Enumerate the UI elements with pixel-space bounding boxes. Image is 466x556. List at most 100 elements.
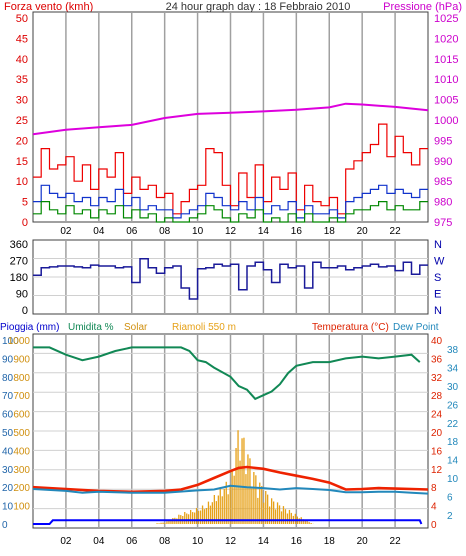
rain-tick-label: 0 [2, 520, 8, 531]
compass-tick-label: W [434, 256, 445, 268]
direction-tick-label: 180 [10, 272, 28, 284]
solar-bar [271, 498, 273, 524]
wind-axis-title: Forza vento (kmh) [4, 1, 93, 13]
pressure-tick-label: 1000 [434, 115, 458, 127]
solar-tick-label: 700 [13, 391, 30, 402]
rain-tick-label: 80 [2, 373, 14, 384]
series-humidity [33, 346, 421, 401]
temp-tick-label: 40 [431, 336, 443, 347]
dew-tick-label: 2 [447, 511, 453, 522]
temp-tick-label: 0 [431, 520, 437, 531]
wind-tick-label: 0 [22, 217, 28, 229]
solar-bar [302, 519, 304, 524]
direction-tick-label: 360 [10, 239, 28, 251]
temp-tick-label: 8 [431, 483, 437, 494]
rain-tick-label: 10 [2, 502, 14, 513]
solar-bar [237, 430, 239, 524]
x-tick-label: 12 [225, 536, 237, 547]
dew-tick-label: 38 [447, 345, 459, 356]
solar-bar [284, 509, 287, 524]
solar-bar [168, 520, 170, 524]
series-temperature [32, 465, 429, 494]
pressure-tick-label: 995 [434, 135, 452, 147]
solar-tick-label: 1000 [8, 336, 31, 347]
solar-bar [265, 491, 267, 524]
solar-tick-label: 500 [13, 428, 30, 439]
solar-bar [190, 510, 192, 524]
solar-bar [164, 522, 166, 524]
x-tick-label: 16 [291, 226, 303, 237]
pressure-tick-label: 990 [434, 156, 452, 168]
solar-bar [255, 475, 257, 524]
rain-tick-label: 50 [2, 428, 14, 439]
dew-tick-label: 30 [447, 382, 459, 393]
solar-bar [310, 523, 312, 524]
series-pressure [32, 102, 429, 136]
temp-tick-label: 4 [431, 502, 437, 513]
pressure-tick-label: 1005 [434, 95, 458, 107]
x-tick-label: 08 [159, 226, 171, 237]
temp-tick-label: 24 [431, 410, 443, 421]
x-tick-label: 12 [225, 226, 237, 237]
rain-tick-label: 60 [2, 410, 14, 421]
compass-tick-label: S [434, 272, 441, 284]
solar-bar [160, 522, 162, 524]
solar-tick-label: 300 [13, 465, 30, 476]
solar-bar [162, 522, 164, 524]
dew-tick-label: 26 [447, 400, 459, 411]
solar-bar [227, 494, 229, 524]
x-tick-label: 18 [324, 536, 336, 547]
temp-tick-label: 12 [431, 465, 443, 476]
temp-tick-label: 32 [431, 373, 443, 384]
series-direction [33, 257, 428, 300]
solar-bar [280, 511, 283, 524]
solar-tick-label: 100 [13, 502, 30, 513]
solar-bar [267, 494, 269, 524]
direction-tick-label: 90 [16, 289, 28, 301]
solar-bar [166, 521, 168, 524]
pressure-tick-label: 1020 [434, 33, 458, 45]
legend-rain: Pioggia (mm) [0, 322, 59, 333]
solar-bar [286, 513, 289, 524]
solar-bar [188, 514, 190, 524]
solar-bar [269, 506, 271, 524]
solar-bar [239, 460, 241, 524]
series-wind_gust [33, 123, 428, 215]
wind-tick-label: 25 [16, 115, 28, 127]
solar-tick-label: 200 [13, 483, 30, 494]
x-tick-label: 04 [93, 536, 105, 547]
solar-bar [273, 501, 275, 524]
temp-tick-label: 20 [431, 428, 443, 439]
solar-bar [221, 496, 223, 524]
dew-tick-label: 6 [447, 492, 453, 503]
rain-tick-label: 30 [2, 465, 14, 476]
pressure-tick-label: 985 [434, 176, 452, 188]
solar-bar [223, 488, 225, 524]
legend-solar: Solar [124, 322, 148, 333]
temp-tick-label: 16 [431, 446, 443, 457]
pressure-tick-label: 1015 [434, 54, 458, 66]
solar-bar [211, 502, 213, 524]
solar-bar [259, 482, 261, 524]
x-tick-label: 18 [324, 226, 336, 237]
solar-bar [304, 520, 306, 524]
solar-bar [207, 501, 210, 524]
solar-bar [241, 438, 243, 524]
solar-bar [199, 510, 202, 524]
solar-tick-label: 400 [13, 446, 30, 457]
solar-bar [251, 488, 253, 524]
solar-bar [194, 512, 196, 524]
solar-bar [225, 481, 227, 524]
wind-tick-label: 35 [16, 74, 28, 86]
solar-bar [192, 512, 194, 524]
legend-riamoli: Riamoli 550 m [172, 322, 236, 333]
x-tick-label: 02 [60, 536, 72, 547]
direction-tick-label: 0 [22, 305, 28, 317]
pressure-axis-title: Pressione (hPa) [383, 1, 462, 13]
solar-bar [184, 512, 186, 524]
solar-bar [257, 497, 259, 524]
x-tick-label: 10 [192, 536, 204, 547]
legend-humidity: Umidita % [68, 322, 114, 333]
solar-bar [197, 510, 200, 524]
